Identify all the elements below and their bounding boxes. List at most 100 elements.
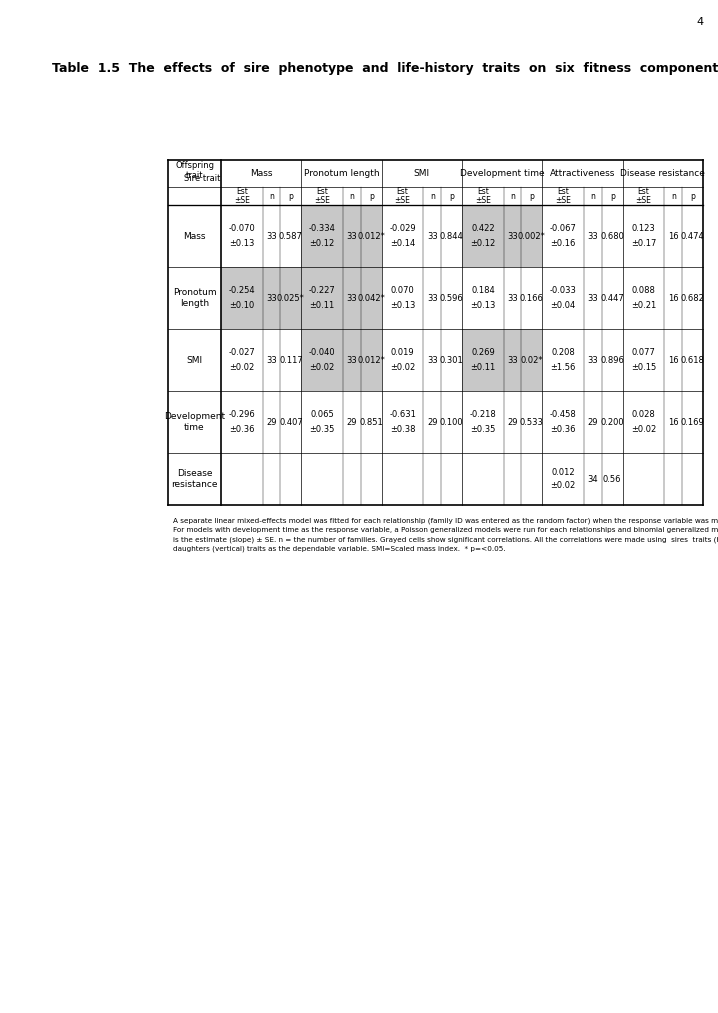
Text: n: n <box>671 191 676 201</box>
Text: 0.618: 0.618 <box>681 356 704 365</box>
Text: Development
time: Development time <box>164 412 225 432</box>
Text: ±0.04: ±0.04 <box>551 301 576 310</box>
Text: 33: 33 <box>587 356 598 365</box>
Text: 0.682: 0.682 <box>681 294 704 303</box>
Text: 33: 33 <box>427 232 438 240</box>
Text: 0.012*: 0.012* <box>358 356 385 365</box>
Text: 0.596: 0.596 <box>439 294 463 303</box>
Text: ±0.16: ±0.16 <box>551 239 576 248</box>
Text: 0.407: 0.407 <box>279 417 303 426</box>
Text: Attractiveness: Attractiveness <box>550 169 615 178</box>
Text: ±0.02: ±0.02 <box>390 363 415 372</box>
Text: 29: 29 <box>588 417 598 426</box>
Text: n: n <box>269 191 274 201</box>
Text: 0.184: 0.184 <box>471 286 495 295</box>
Text: p: p <box>610 191 615 201</box>
Text: 4: 4 <box>696 17 704 27</box>
Text: ±0.02: ±0.02 <box>229 363 254 372</box>
Text: ±0.02: ±0.02 <box>551 481 576 489</box>
Text: ±0.38: ±0.38 <box>390 424 415 434</box>
Text: 0.012*: 0.012* <box>358 232 385 240</box>
Text: 0.422: 0.422 <box>471 224 495 233</box>
Text: 0.019: 0.019 <box>391 348 414 357</box>
Text: 33: 33 <box>507 232 518 240</box>
Text: n: n <box>350 191 355 201</box>
Text: -0.033: -0.033 <box>550 286 577 295</box>
Text: 33: 33 <box>587 232 598 240</box>
Text: ±1.56: ±1.56 <box>551 363 576 372</box>
Bar <box>302 205 382 267</box>
Text: Est
±SE: Est ±SE <box>555 186 571 206</box>
Bar <box>221 267 302 329</box>
Text: Offspring
trait: Offspring trait <box>175 161 214 180</box>
Text: ±0.12: ±0.12 <box>470 239 495 248</box>
Text: Mass: Mass <box>183 232 206 240</box>
Text: 29: 29 <box>266 417 277 426</box>
Text: ±0.10: ±0.10 <box>229 301 254 310</box>
Text: SMI: SMI <box>414 169 430 178</box>
Bar <box>302 329 382 391</box>
Text: 0.587: 0.587 <box>279 232 303 240</box>
Text: ±0.36: ±0.36 <box>229 424 255 434</box>
Text: 0.117: 0.117 <box>279 356 303 365</box>
Text: 0.56: 0.56 <box>603 474 622 483</box>
Text: ±0.13: ±0.13 <box>470 301 495 310</box>
Text: 16: 16 <box>668 232 679 240</box>
Text: ±0.21: ±0.21 <box>631 301 656 310</box>
Text: 0.447: 0.447 <box>600 294 624 303</box>
Text: 0.844: 0.844 <box>439 232 463 240</box>
Text: 33: 33 <box>347 356 358 365</box>
Text: 0.012: 0.012 <box>551 468 575 477</box>
Text: For models with development time as the response variable, a Poisson generalized: For models with development time as the … <box>173 527 718 533</box>
Text: 0.533: 0.533 <box>520 417 544 426</box>
Text: 29: 29 <box>347 417 357 426</box>
Text: 0.896: 0.896 <box>600 356 624 365</box>
Text: 0.042*: 0.042* <box>358 294 385 303</box>
Text: Pronotum
length: Pronotum length <box>173 289 216 308</box>
Text: ±0.36: ±0.36 <box>551 424 576 434</box>
Text: ±0.13: ±0.13 <box>390 301 415 310</box>
Text: -0.227: -0.227 <box>309 286 335 295</box>
Text: p: p <box>449 191 454 201</box>
Text: Sire trait: Sire trait <box>185 174 220 183</box>
Text: 0.269: 0.269 <box>471 348 495 357</box>
Text: 16: 16 <box>668 417 679 426</box>
Text: Mass: Mass <box>250 169 272 178</box>
Text: 33: 33 <box>427 356 438 365</box>
Text: -0.218: -0.218 <box>470 410 496 419</box>
Text: p: p <box>529 191 534 201</box>
Text: -0.334: -0.334 <box>309 224 335 233</box>
Text: 0.028: 0.028 <box>632 410 656 419</box>
Text: p: p <box>289 191 294 201</box>
Text: 33: 33 <box>507 356 518 365</box>
Text: ±0.13: ±0.13 <box>229 239 255 248</box>
Text: 0.100: 0.100 <box>439 417 463 426</box>
Text: Pronotum length: Pronotum length <box>304 169 379 178</box>
Text: 16: 16 <box>668 294 679 303</box>
Text: Disease resistance: Disease resistance <box>620 169 705 178</box>
Bar <box>462 205 542 267</box>
Text: Development time: Development time <box>460 169 544 178</box>
Text: -0.040: -0.040 <box>309 348 335 357</box>
Text: 0.070: 0.070 <box>391 286 414 295</box>
Text: p: p <box>690 191 695 201</box>
Text: Est
±SE: Est ±SE <box>234 186 250 206</box>
Text: Est
±SE: Est ±SE <box>314 186 330 206</box>
Text: n: n <box>430 191 434 201</box>
Text: ±0.15: ±0.15 <box>631 363 656 372</box>
Text: 33: 33 <box>266 294 277 303</box>
Text: ±0.11: ±0.11 <box>309 301 335 310</box>
Text: 0.077: 0.077 <box>632 348 656 357</box>
Text: 33: 33 <box>427 294 438 303</box>
Text: ±0.17: ±0.17 <box>631 239 656 248</box>
Text: 16: 16 <box>668 356 679 365</box>
Text: 0.680: 0.680 <box>600 232 624 240</box>
Text: 0.474: 0.474 <box>681 232 704 240</box>
Text: Est
±SE: Est ±SE <box>395 186 411 206</box>
Text: 0.088: 0.088 <box>632 286 656 295</box>
Text: 0.166: 0.166 <box>520 294 544 303</box>
Text: 33: 33 <box>507 294 518 303</box>
Text: -0.458: -0.458 <box>550 410 577 419</box>
Text: 33: 33 <box>266 232 277 240</box>
Text: 34: 34 <box>587 474 598 483</box>
